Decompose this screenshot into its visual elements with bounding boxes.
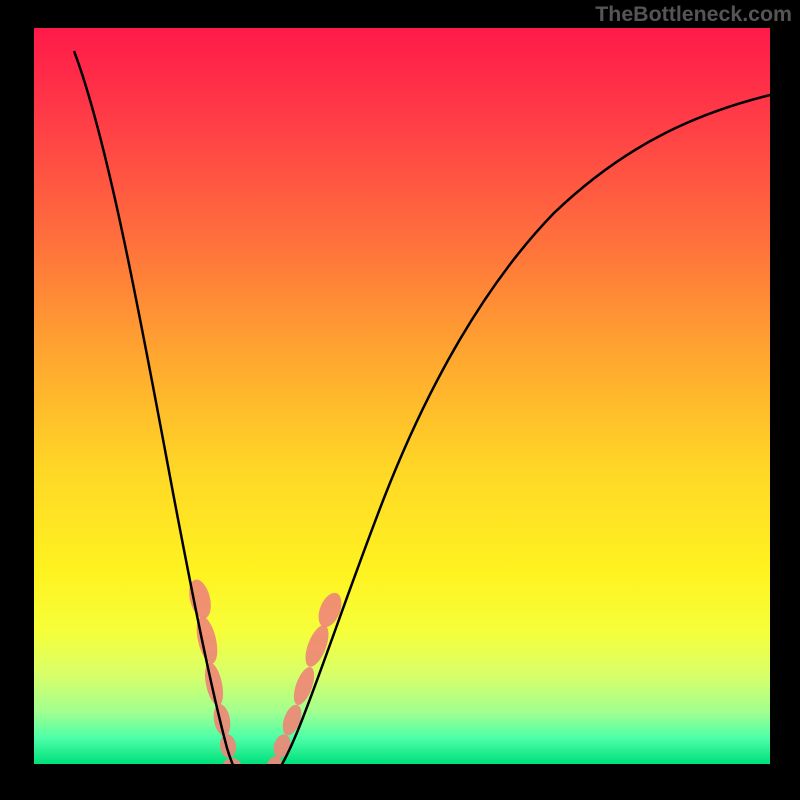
curve-layer: [34, 28, 770, 764]
watermark-text: TheBottleneck.com: [595, 2, 792, 27]
chart-canvas: TheBottleneck.com: [0, 0, 800, 800]
curve-marker: [202, 661, 227, 707]
plot-area: [34, 28, 770, 764]
bottleneck-curve: [74, 51, 770, 764]
